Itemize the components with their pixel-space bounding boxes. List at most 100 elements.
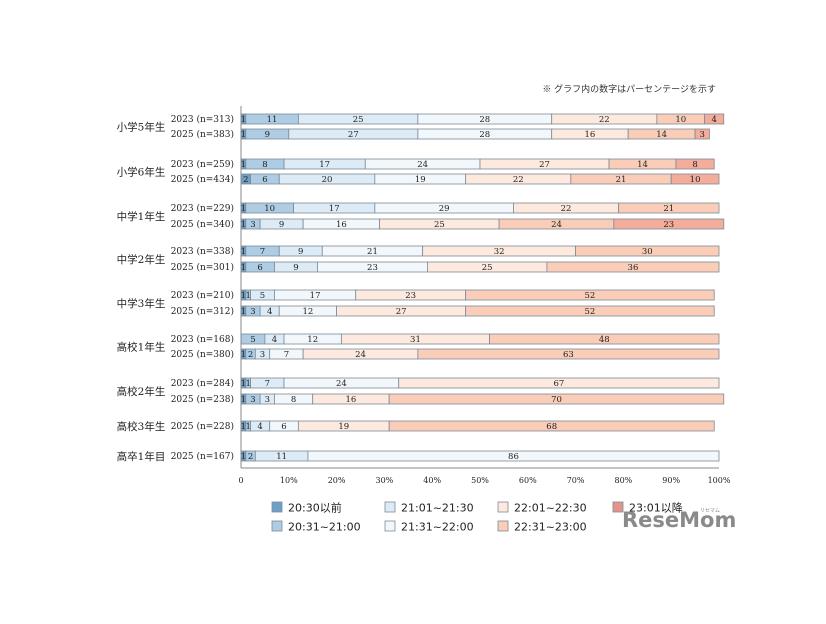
data-label: 67: [553, 379, 564, 389]
data-label: 5: [260, 291, 265, 301]
data-label: 12: [307, 335, 318, 345]
data-label: 1: [241, 204, 246, 214]
data-label: 17: [329, 204, 340, 214]
data-label: 2: [243, 175, 248, 185]
data-label: 1: [241, 247, 246, 257]
data-label: 1: [241, 350, 246, 360]
bar-segment: [704, 113, 725, 125]
row-label: 2023 (n=168): [171, 334, 234, 345]
data-label: 23: [663, 220, 674, 230]
row-label: 2025 (n=167): [171, 451, 234, 462]
data-label: 16: [346, 395, 357, 405]
group-label: 小学6年生: [117, 166, 166, 179]
data-label: 2: [248, 350, 253, 360]
data-label: 11: [267, 115, 278, 125]
row-label: 2025 (n=312): [171, 306, 234, 317]
data-label: 4: [257, 422, 262, 432]
data-label: 31: [410, 335, 421, 345]
group-label: 中学2年生: [117, 253, 166, 266]
bar-segment: [398, 377, 720, 389]
data-label: 16: [585, 130, 596, 140]
data-label: 9: [279, 220, 284, 230]
x-tick-label: 10%: [280, 476, 298, 485]
bar-segment: [618, 202, 720, 214]
data-label: 28: [479, 130, 490, 140]
data-label: 8: [692, 160, 697, 170]
data-label: 1: [241, 307, 246, 317]
data-label: 6: [281, 422, 286, 432]
data-label: 17: [319, 160, 330, 170]
x-tick-label: 60%: [519, 476, 537, 485]
row-label: 2023 (n=338): [171, 246, 234, 257]
data-label: 12: [303, 307, 314, 317]
data-label: 1: [241, 115, 246, 125]
data-label: 14: [656, 130, 667, 140]
data-label: 1: [241, 220, 246, 230]
data-label: 10: [690, 175, 701, 185]
x-tick-label: 30%: [376, 476, 394, 485]
data-label: 21: [663, 204, 674, 214]
legend-swatch: [384, 520, 396, 532]
data-label: 3: [250, 220, 255, 230]
data-label: 9: [293, 263, 298, 273]
data-label: 4: [712, 115, 717, 125]
data-label: 22: [513, 175, 524, 185]
data-label: 19: [415, 175, 426, 185]
data-label: 27: [539, 160, 550, 170]
data-label: 30: [642, 247, 653, 257]
data-label: 32: [494, 247, 505, 257]
legend-swatch: [271, 520, 283, 532]
row-label: 2025 (n=238): [171, 394, 234, 405]
bar-segment: [670, 173, 720, 185]
data-label: 22: [599, 115, 610, 125]
data-label: 22: [561, 204, 572, 214]
data-label: 3: [250, 395, 255, 405]
legend-swatch: [271, 501, 283, 513]
bar-segment: [307, 450, 720, 462]
x-tick-label: 0: [238, 476, 243, 485]
data-label: 3: [260, 350, 265, 360]
data-label: 3: [265, 395, 270, 405]
logo: ReseMom リセマム: [622, 508, 736, 532]
legend-swatch: [497, 501, 509, 513]
data-label: 16: [336, 220, 347, 230]
data-label: 21: [367, 247, 378, 257]
legend: 20:30以前 21:01~21:30 22:01~22:30 23:01以降 20:3…: [271, 501, 683, 534]
row-label: 2023 (n=210): [171, 290, 234, 301]
data-label: 1: [241, 160, 246, 170]
data-label: 1: [241, 130, 246, 140]
row-label: 2023 (n=284): [171, 378, 234, 389]
legend-label: 20:30以前: [288, 501, 342, 515]
legend-label: 21:31~22:00: [401, 521, 474, 534]
group-label: 中学3年生: [117, 297, 166, 310]
bar-segment: [613, 218, 725, 230]
row-label: 2023 (n=259): [171, 159, 234, 170]
data-label: 1: [241, 395, 246, 405]
x-tick-label: 100%: [708, 476, 731, 485]
row-label: 2023 (n=313): [171, 114, 234, 125]
data-label: 1: [245, 379, 250, 389]
row-label: 2025 (n=301): [171, 262, 234, 273]
bar-segment: [465, 305, 715, 317]
data-label: 1: [241, 291, 246, 301]
data-label: 1: [241, 422, 246, 432]
logo-subtext: リセマム: [700, 508, 720, 514]
group-label: 小学5年生: [117, 121, 166, 134]
group-label: 高校2年生: [117, 385, 166, 398]
bar-segment: [546, 261, 720, 273]
logo-text: ReseMom: [622, 508, 736, 532]
data-label: 17: [310, 291, 321, 301]
data-label: 21: [616, 175, 627, 185]
data-label: 6: [257, 263, 262, 273]
x-tick-label: 20%: [328, 476, 346, 485]
data-label: 5: [250, 335, 255, 345]
data-label: 7: [260, 247, 265, 257]
data-label: 52: [585, 291, 596, 301]
group-label: 高校3年生: [117, 420, 166, 433]
data-label: 23: [405, 291, 416, 301]
data-label: 70: [551, 395, 562, 405]
legend-label: 21:01~21:30: [401, 502, 474, 515]
